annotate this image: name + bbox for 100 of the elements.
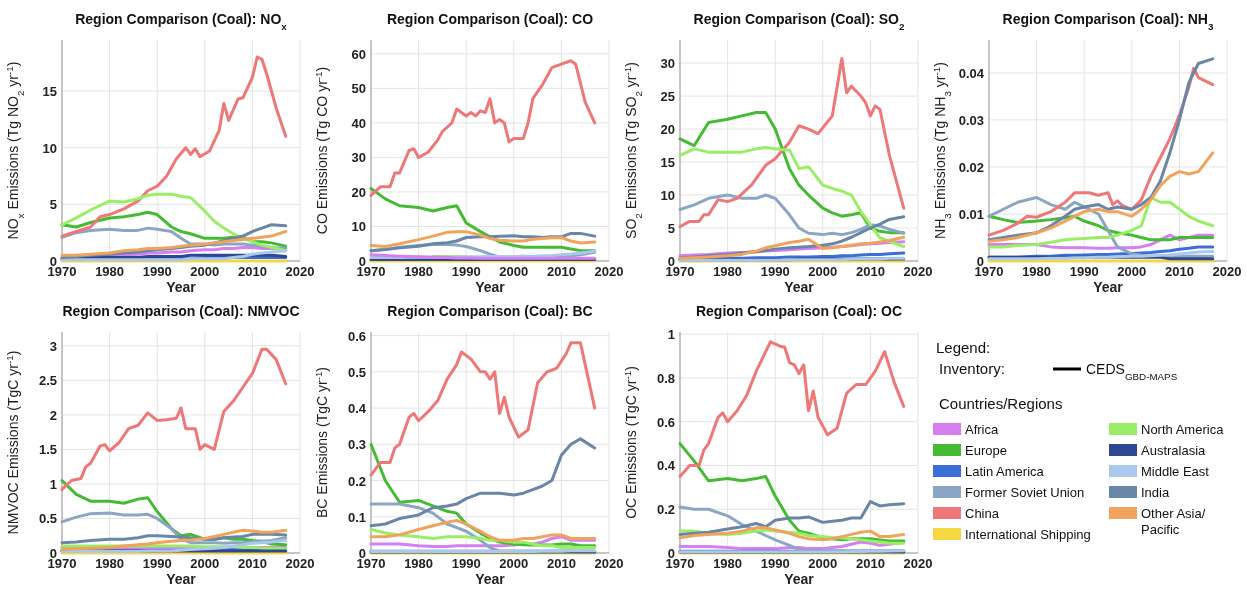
x-tick-label: 1980 bbox=[404, 264, 434, 279]
y-tick-label: 2 bbox=[49, 407, 57, 423]
legend-label: Latin America bbox=[965, 464, 1045, 479]
y-tick-label: 0.6 bbox=[347, 328, 366, 344]
y-tick-label: 2.5 bbox=[38, 373, 57, 389]
x-tick-label: 2020 bbox=[903, 556, 933, 571]
x-tick-label: 2020 bbox=[903, 264, 933, 279]
x-axis-title: Year bbox=[166, 571, 197, 587]
y-tick-label: 3 bbox=[49, 338, 57, 354]
chart-title: Region Comparison (Coal): NMVOC bbox=[62, 303, 300, 319]
y-tick-label: 0.04 bbox=[958, 65, 985, 81]
y-tick-label: 0.2 bbox=[656, 502, 675, 518]
x-tick-label: 2010 bbox=[546, 556, 576, 571]
y-tick-label: 0.02 bbox=[958, 159, 984, 175]
chart-title: Region Comparison (Coal): NO$_{x}$ bbox=[75, 11, 288, 32]
text: Legend: bbox=[936, 339, 991, 356]
x-tick-label: 1980 bbox=[95, 264, 125, 279]
legend-label: Middle East bbox=[1141, 464, 1210, 479]
legend-label: Other Asia/Pacific bbox=[1141, 506, 1206, 537]
x-axis-title: Year bbox=[475, 571, 506, 587]
x-tick-label: 2010 bbox=[237, 264, 267, 279]
legend-label: Europe bbox=[965, 443, 1007, 458]
x-tick-label: 1980 bbox=[1022, 264, 1052, 279]
y-tick-label: 50 bbox=[351, 81, 366, 97]
x-tick-label: 2020 bbox=[1212, 264, 1242, 279]
legend-label: International Shipping bbox=[965, 527, 1091, 542]
y-tick-label: 0.03 bbox=[958, 112, 984, 128]
x-tick-label: 2020 bbox=[594, 556, 624, 571]
x-tick-label: 2020 bbox=[285, 264, 315, 279]
legend-title: Countries/Regions bbox=[939, 395, 1063, 412]
x-tick-label: 2010 bbox=[237, 556, 267, 571]
y-tick-label: 0.01 bbox=[958, 206, 984, 222]
y-tick-label: 20 bbox=[660, 122, 675, 138]
x-tick-label: 2000 bbox=[808, 556, 838, 571]
y-tick-label: 0.2 bbox=[347, 473, 366, 489]
legend-label: Former Soviet Union bbox=[965, 485, 1085, 500]
y-tick-label: 5 bbox=[49, 197, 57, 213]
x-tick-label: 1990 bbox=[1069, 264, 1099, 279]
chart-title: Region Comparison (Coal): SO$_{2}$ bbox=[693, 11, 905, 32]
x-tick-label: 1990 bbox=[760, 264, 790, 279]
legend-label: China bbox=[965, 506, 1000, 521]
x-tick-label: 1980 bbox=[95, 556, 125, 571]
x-axis-title: Year bbox=[784, 279, 815, 295]
x-tick-label: 1990 bbox=[142, 556, 172, 571]
y-tick-label: 60 bbox=[351, 46, 366, 62]
y-tick-label: 15 bbox=[42, 84, 57, 99]
legend-label: North America bbox=[1141, 422, 1225, 437]
y-tick-label: 30 bbox=[660, 56, 675, 72]
y-tick-label: 10 bbox=[660, 188, 675, 204]
chart-title: Region Comparison (Coal): BC bbox=[387, 303, 593, 319]
x-axis-title: Year bbox=[1093, 279, 1124, 295]
y-tick-label: 0.5 bbox=[38, 511, 57, 527]
x-tick-label: 1980 bbox=[404, 556, 434, 571]
x-tick-label: 2000 bbox=[190, 264, 220, 279]
chart-title: Region Comparison (Coal): OC bbox=[695, 303, 903, 319]
x-tick-label: 2000 bbox=[499, 556, 529, 571]
x-tick-label: 2010 bbox=[855, 556, 885, 571]
y-tick-label: 0.8 bbox=[656, 370, 675, 386]
y-tick-label: 1 bbox=[49, 476, 57, 492]
x-axis-title: Year bbox=[784, 571, 815, 587]
y-tick-label: 0.5 bbox=[347, 364, 366, 380]
chart-title: Region Comparison (Coal): NH$_{3}$ bbox=[1002, 11, 1214, 32]
y-tick-label: 25 bbox=[660, 89, 675, 105]
y-tick-label: 1 bbox=[667, 327, 675, 343]
y-tick-label: 1.5 bbox=[38, 442, 57, 458]
y-tick-label: 0.1 bbox=[347, 509, 366, 525]
x-tick-label: 1990 bbox=[142, 264, 172, 279]
y-tick-label: 0.4 bbox=[656, 458, 676, 474]
x-tick-label: 2000 bbox=[808, 264, 838, 279]
x-tick-label: 2000 bbox=[1117, 264, 1147, 279]
y-tick-label: 0.4 bbox=[347, 401, 367, 417]
x-tick-label: 2020 bbox=[594, 264, 624, 279]
text: CEDS$_{GBD-MAPS}$ bbox=[1086, 361, 1178, 382]
x-tick-label: 2010 bbox=[855, 264, 885, 279]
y-tick-label: 0.3 bbox=[347, 437, 366, 453]
x-tick-label: 1990 bbox=[451, 264, 481, 279]
y-tick-label: 0.6 bbox=[656, 414, 675, 430]
x-axis-title: Year bbox=[166, 279, 197, 295]
y-tick-label: 10 bbox=[42, 140, 57, 156]
x-tick-label: 1990 bbox=[760, 556, 790, 571]
x-tick-label: 1980 bbox=[713, 556, 743, 571]
legend-label: India bbox=[1141, 485, 1170, 500]
y-tick-label: 10 bbox=[351, 219, 366, 235]
x-tick-label: 2000 bbox=[499, 264, 529, 279]
y-tick-label: 20 bbox=[351, 184, 366, 200]
x-tick-label: 2020 bbox=[285, 556, 315, 571]
x-tick-label: 2010 bbox=[1164, 264, 1194, 279]
text: Inventory: bbox=[939, 360, 1005, 377]
y-tick-label: 5 bbox=[667, 221, 675, 237]
x-tick-label: 2000 bbox=[190, 556, 220, 571]
x-axis-title: Year bbox=[475, 279, 506, 295]
chart-title: Region Comparison (Coal): CO bbox=[386, 11, 594, 27]
x-tick-label: 1980 bbox=[713, 264, 743, 279]
legend-label: Australasia bbox=[1141, 443, 1207, 458]
y-tick-label: 15 bbox=[660, 155, 675, 171]
x-tick-label: 1990 bbox=[451, 556, 481, 571]
y-tick-label: 30 bbox=[351, 150, 366, 166]
legend-label: Africa bbox=[965, 422, 999, 437]
y-tick-label: 40 bbox=[351, 115, 366, 131]
x-tick-label: 2010 bbox=[546, 264, 576, 279]
